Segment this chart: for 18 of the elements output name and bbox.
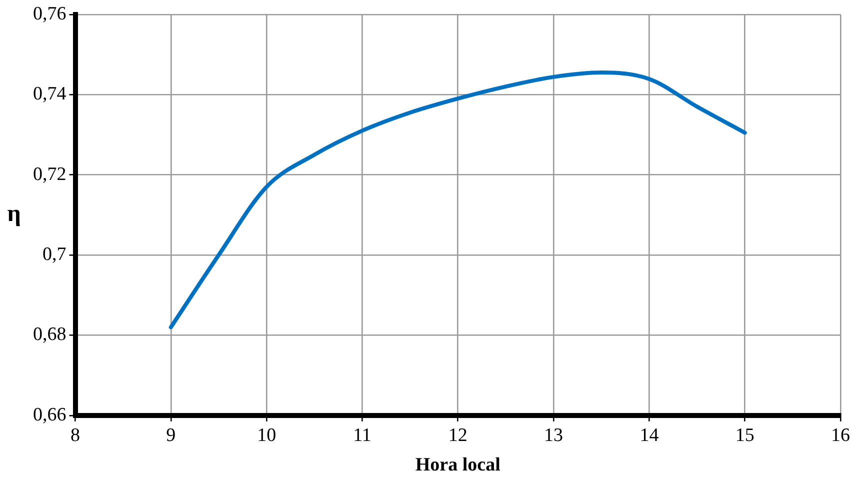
line-series <box>168 70 747 330</box>
x-tick-label: 13 <box>544 424 564 446</box>
x-axis-title: Hora local <box>415 454 500 476</box>
x-tick-label: 14 <box>640 424 660 446</box>
x-tick-label: 9 <box>166 424 176 446</box>
x-tick-label: 12 <box>448 424 468 446</box>
x-tick-label: 11 <box>353 424 372 446</box>
y-tick-label: 0,7 <box>42 244 66 265</box>
x-tick-label: 15 <box>735 424 754 446</box>
y-axis-title: η <box>7 201 21 228</box>
y-tick-label: 0,72 <box>33 164 66 185</box>
x-tick-label: 8 <box>70 424 80 446</box>
x-tick-label: 10 <box>257 424 276 446</box>
y-tick-label: 0,74 <box>33 84 67 105</box>
y-tick-label: 0,68 <box>33 324 66 346</box>
y-tick-label: 0,76 <box>33 3 66 24</box>
x-tick-label: 16 <box>831 424 850 446</box>
y-tick-label: 0,66 <box>33 404 66 426</box>
